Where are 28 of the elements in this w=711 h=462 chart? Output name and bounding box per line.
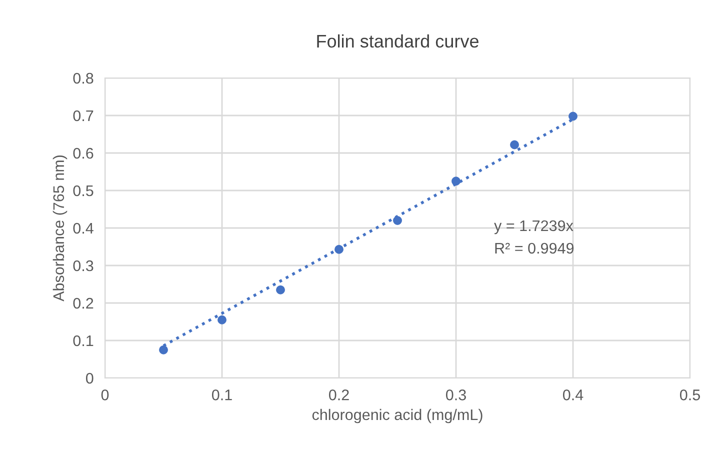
y-tick-label: 0.3 — [73, 260, 94, 272]
x-tick-label: 0.2 — [328, 390, 349, 400]
y-tick-label: 0.1 — [73, 335, 94, 346]
y-tick-label: 0.6 — [73, 148, 94, 159]
x-axis-title: chlorogenic acid (mg/mL) — [312, 408, 482, 424]
y-tick-label: 0.7 — [73, 110, 94, 122]
x-tick-label: 0.3 — [446, 390, 466, 400]
point — [334, 244, 344, 254]
x-tick-label: 0.5 — [680, 390, 700, 400]
y-axis-title: Absorbance (765 nm) — [52, 155, 68, 302]
x-tick-label: 0.4 — [562, 390, 584, 400]
x-tick-label: 0.1 — [212, 390, 232, 400]
y-tick-label: 0.8 — [73, 72, 94, 84]
point — [218, 315, 226, 324]
y-tick-label: 0 — [86, 372, 94, 384]
y-tick-label: 0.2 — [73, 298, 94, 309]
point — [393, 216, 402, 225]
y-tick-label: 0.4 — [73, 222, 94, 234]
x-tick-label: 0 — [101, 390, 109, 400]
annotation: y = 1.7239x — [494, 220, 574, 234]
annotation: R² = 0.9949 — [495, 242, 574, 254]
y-tick-label: 0.5 — [73, 185, 94, 196]
chart-title: Folin standard curve — [317, 34, 478, 48]
point — [159, 345, 168, 354]
point — [452, 176, 460, 186]
point — [568, 112, 578, 121]
point — [276, 285, 285, 294]
point — [510, 140, 519, 150]
